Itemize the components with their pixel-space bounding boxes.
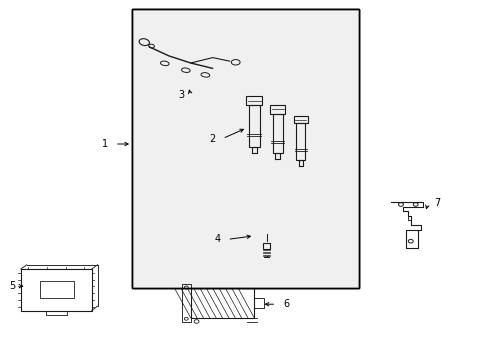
- Bar: [182, 284, 190, 323]
- Bar: [295, 123, 305, 160]
- Text: 6: 6: [283, 299, 288, 309]
- Bar: [272, 114, 282, 153]
- Bar: [132, 9, 359, 288]
- Bar: [132, 9, 359, 288]
- Text: 4: 4: [214, 234, 220, 244]
- Bar: [190, 288, 254, 318]
- Bar: [132, 9, 359, 288]
- Text: 3: 3: [178, 90, 183, 100]
- Bar: [248, 105, 259, 147]
- Bar: [270, 105, 285, 114]
- Text: 2: 2: [209, 134, 215, 144]
- Text: 7: 7: [434, 198, 440, 208]
- Bar: [263, 243, 269, 249]
- Bar: [132, 9, 359, 288]
- Bar: [21, 269, 92, 310]
- Bar: [40, 281, 74, 298]
- Bar: [246, 96, 262, 105]
- Text: 5: 5: [9, 281, 15, 291]
- Bar: [293, 116, 307, 123]
- Text: 1: 1: [102, 139, 108, 149]
- Bar: [254, 298, 264, 308]
